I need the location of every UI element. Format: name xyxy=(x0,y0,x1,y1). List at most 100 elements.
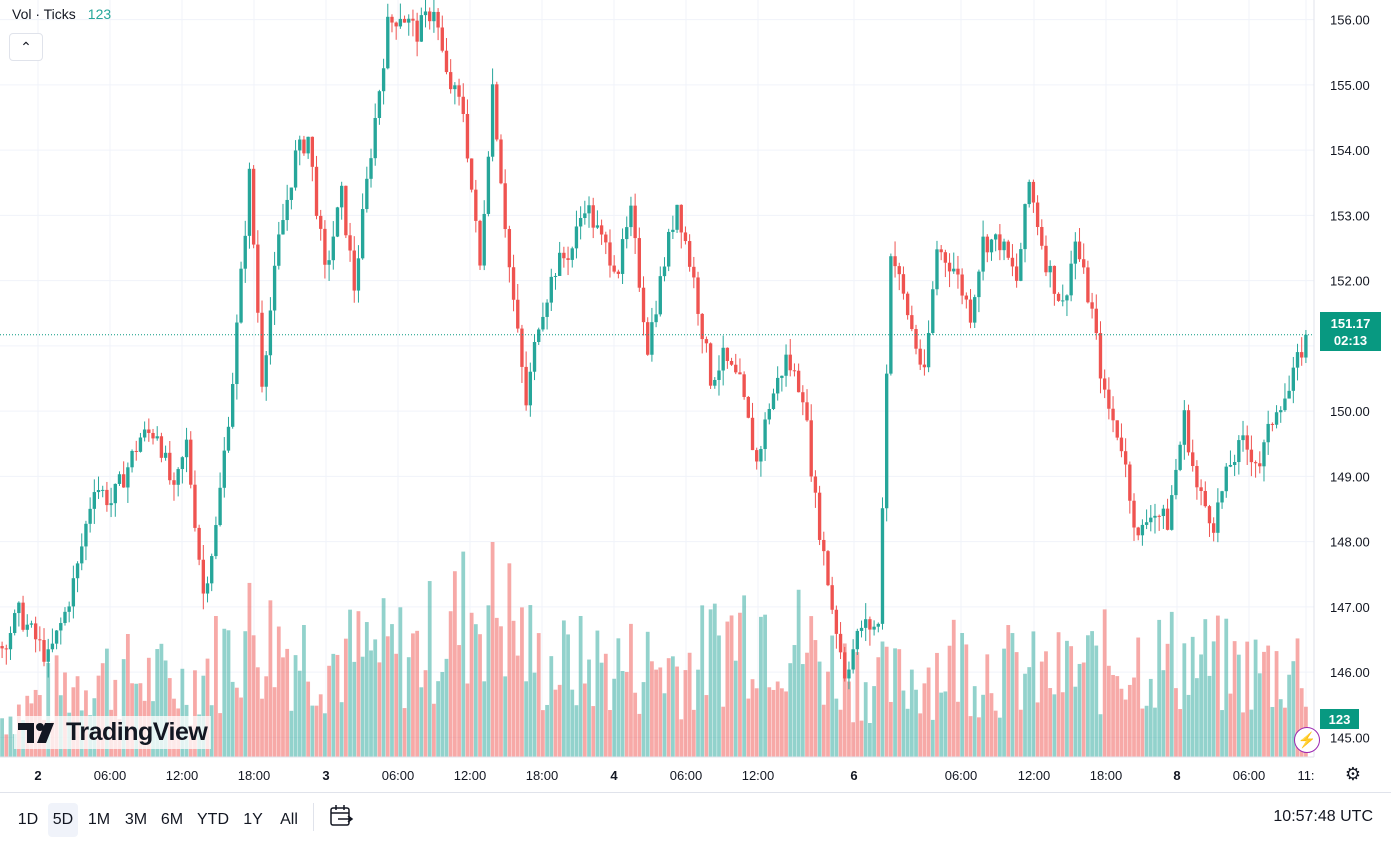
range-button-6m[interactable]: 6M xyxy=(160,811,184,828)
volume-bar xyxy=(494,617,499,757)
candle-body xyxy=(1077,241,1082,260)
candle-body xyxy=(704,339,709,344)
volume-bar xyxy=(645,631,650,757)
volume-bar xyxy=(1052,694,1057,757)
range-button-1y[interactable]: 1Y xyxy=(243,811,263,828)
candle-body xyxy=(474,189,478,221)
volume-bar xyxy=(532,672,537,757)
candle-body xyxy=(1019,249,1023,281)
volume-bar xyxy=(855,652,860,757)
time-axis[interactable]: 2 06:00 12:00 18:00 3 06:00 12:00 18:00 4 06:00 12… xyxy=(34,768,1314,783)
volume-bar xyxy=(1094,645,1099,757)
candle-body xyxy=(163,452,168,458)
candle-body xyxy=(851,649,855,670)
volume-bar xyxy=(1069,646,1074,757)
volume-bar xyxy=(763,614,767,757)
candle-body xyxy=(1027,181,1031,205)
volume-bar xyxy=(163,660,168,757)
candle-body xyxy=(1140,524,1145,536)
volume-bar xyxy=(582,683,587,757)
volume-bar xyxy=(348,609,352,757)
candle-body xyxy=(495,84,499,140)
range-button-1m[interactable]: 1M xyxy=(87,811,111,828)
candle-body xyxy=(528,371,533,406)
lightning-icon[interactable]: ⚡ xyxy=(1294,727,1320,753)
volume-bar xyxy=(432,703,436,757)
volume-bar xyxy=(574,705,579,757)
candle-body xyxy=(1253,462,1258,464)
candle-body xyxy=(750,417,755,451)
volume-bar xyxy=(436,681,440,757)
candle-body xyxy=(1232,462,1237,465)
candle-body xyxy=(738,372,742,375)
volume-legend[interactable]: Vol · Ticks 123 xyxy=(12,6,111,22)
volume-bar xyxy=(977,717,981,757)
volume-bar xyxy=(323,713,327,757)
candle-body xyxy=(897,266,901,275)
range-button-ytd[interactable]: YTD xyxy=(197,811,229,828)
candle-body xyxy=(587,205,591,214)
price-axis[interactable]: 156.00155.00154.00153.00152.00151.00150.… xyxy=(1330,13,1370,746)
volume-bar xyxy=(918,713,923,757)
candle-body xyxy=(755,450,759,462)
volume-bar xyxy=(1144,705,1149,757)
candlestick-chart[interactable]: 156.00155.00154.00153.00152.00151.00150.… xyxy=(0,0,1391,792)
candle-body xyxy=(952,268,956,272)
candle-body xyxy=(939,249,943,253)
volume-bar xyxy=(796,589,801,757)
price-tick-label: 145.00 xyxy=(1330,730,1370,745)
candle-body xyxy=(101,489,105,491)
range-button-1d[interactable]: 1D xyxy=(17,811,39,828)
volume-bar xyxy=(1207,675,1212,757)
volume-bar xyxy=(214,616,218,757)
logo-text: TradingView xyxy=(66,718,208,746)
range-button-5d[interactable]: 5D xyxy=(48,803,78,837)
volume-bar xyxy=(398,607,403,757)
date-range-icon[interactable] xyxy=(328,803,354,829)
volume-bar xyxy=(469,612,474,757)
volume-bar xyxy=(557,684,562,757)
candle-body xyxy=(859,627,864,631)
volume-bar xyxy=(1140,708,1145,757)
volume-bar xyxy=(725,621,730,757)
volume-bar xyxy=(1018,709,1023,757)
volume-bar xyxy=(1073,686,1078,757)
volume-bar xyxy=(817,661,822,757)
candle-body xyxy=(905,293,910,316)
candle-body xyxy=(956,268,960,275)
tradingview-logo[interactable]: TradingView xyxy=(14,716,212,749)
candle-body xyxy=(172,480,176,485)
collapse-legend-button[interactable]: ⌃ xyxy=(9,33,43,61)
candle-body xyxy=(415,20,419,42)
candle-body xyxy=(394,22,398,27)
volume-bar xyxy=(683,670,688,757)
volume-bar xyxy=(507,563,512,757)
volume-bar xyxy=(696,669,700,757)
volume-bar xyxy=(448,611,453,757)
candle-body xyxy=(63,611,67,624)
volume-bar xyxy=(1039,661,1044,757)
volume-bar xyxy=(1174,688,1178,757)
volume-bar xyxy=(654,669,658,757)
candle-body xyxy=(759,449,763,462)
volume-bar xyxy=(1274,651,1279,757)
candle-body xyxy=(235,322,239,385)
candle-body xyxy=(390,16,394,23)
volume-bar xyxy=(1287,674,1292,757)
candle-body xyxy=(461,96,465,114)
volume-bar xyxy=(247,582,252,757)
candle-body xyxy=(168,452,172,481)
range-button-3m[interactable]: 3M xyxy=(124,811,148,828)
settings-icon[interactable]: ⚙ xyxy=(1344,763,1362,784)
volume-bar xyxy=(461,551,466,757)
candle-body xyxy=(671,229,675,232)
utc-clock[interactable]: 10:57:48 UTC xyxy=(1273,808,1373,825)
range-button-all[interactable]: All xyxy=(280,811,298,828)
volume-bar xyxy=(390,624,394,757)
candle-body xyxy=(608,242,612,266)
candle-body xyxy=(578,217,583,227)
volume-bar xyxy=(1270,706,1275,757)
volume-bar xyxy=(666,658,671,757)
volume-bar xyxy=(767,687,772,757)
candle-body xyxy=(1098,333,1103,379)
